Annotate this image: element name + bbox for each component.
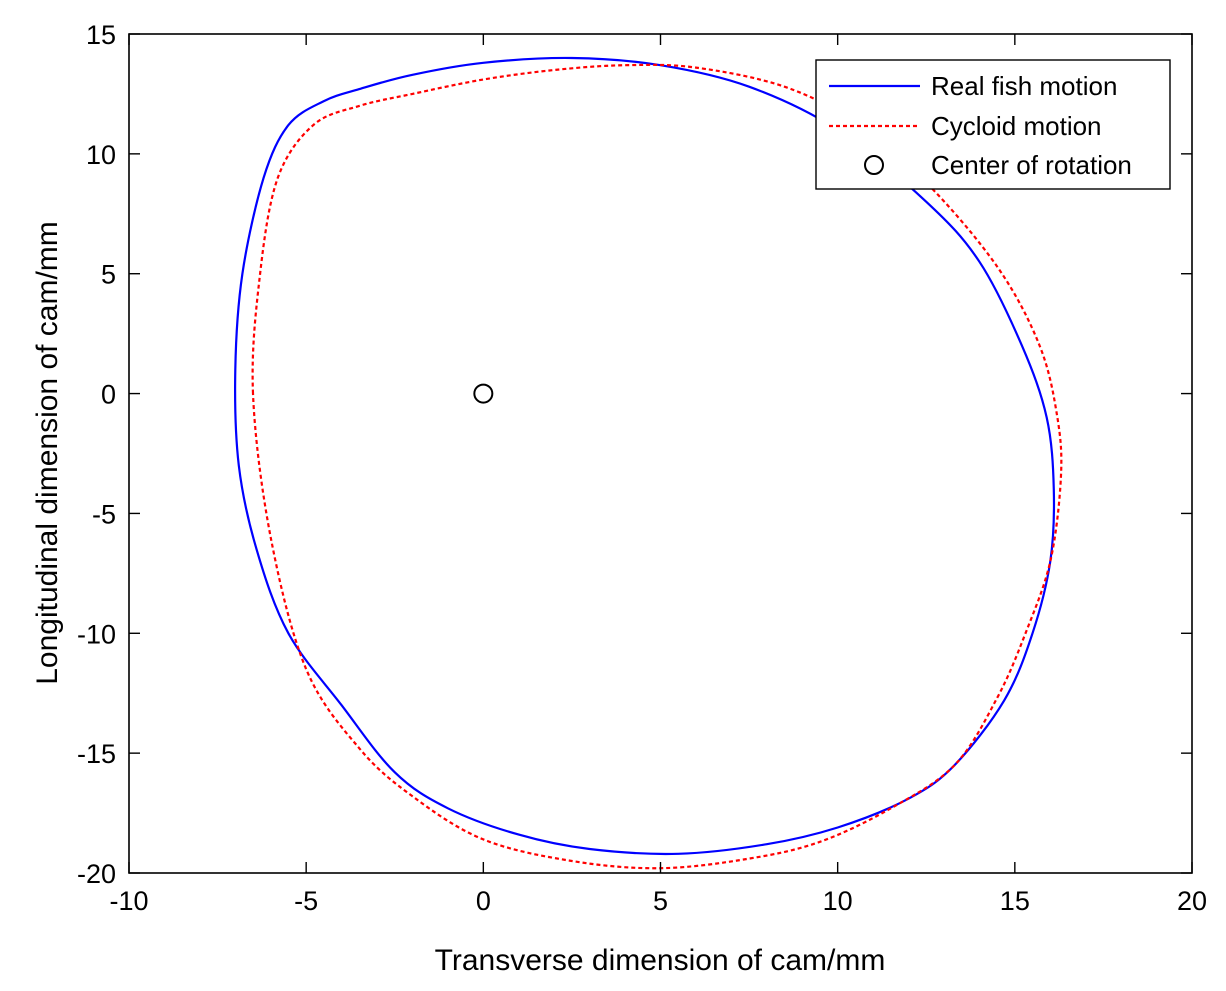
y-tick-label: 0 [101, 380, 116, 410]
legend-label-cycloid-motion: Cycloid motion [931, 111, 1102, 141]
series-line-real-fish-motion [233, 56, 1056, 856]
x-tick-label: 5 [653, 886, 668, 916]
x-tick-label: 0 [476, 886, 491, 916]
x-axis-title: Transverse dimension of cam/mm [435, 944, 886, 977]
legend: Real fish motion Cycloid motion Center o… [815, 59, 1171, 190]
legend-label-center-of-rotation: Center of rotation [931, 150, 1132, 180]
y-tick-label: -5 [92, 499, 116, 529]
y-axis-title: Longitudinal dimension of cam/mm [31, 221, 64, 685]
x-tick-label: 10 [823, 886, 853, 916]
series-line-cycloid-motion [251, 63, 1063, 870]
legend-label-real-fish-motion: Real fish motion [931, 71, 1117, 101]
series-layer [233, 56, 1063, 870]
x-tick-label: -10 [109, 886, 148, 916]
tick-layer: -10 -5 0 5 10 15 20 -20 -15 -10 -5 0 5 10 15 [77, 20, 1207, 916]
y-tick-label: -10 [77, 619, 116, 649]
y-tick-label: -20 [77, 859, 116, 889]
marker-center-of-rotation [473, 383, 494, 404]
x-tick-label: 20 [1177, 886, 1207, 916]
y-tick-label: -15 [77, 739, 116, 769]
legend-box [815, 59, 1171, 190]
x-tick-label: 15 [1000, 886, 1030, 916]
y-tick-label: 10 [86, 140, 116, 170]
x-tick-label: -5 [294, 886, 318, 916]
legend-swatch-center-of-rotation [864, 155, 884, 175]
y-tick-label: 5 [101, 260, 116, 290]
y-tick-label: 15 [86, 20, 116, 50]
